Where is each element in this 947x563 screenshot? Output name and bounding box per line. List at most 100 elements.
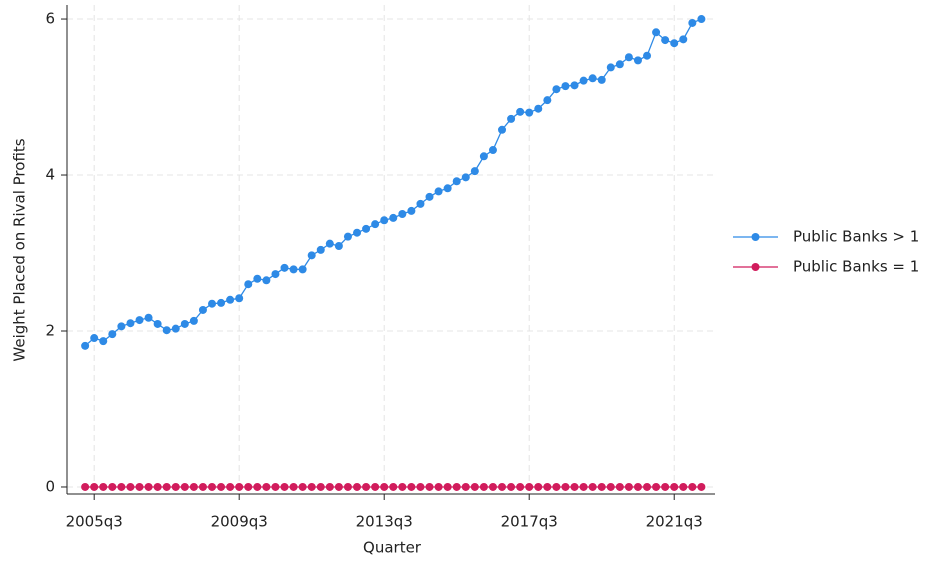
- data-point: [208, 299, 217, 308]
- data-point: [99, 482, 108, 491]
- data-point: [525, 482, 534, 491]
- data-point: [380, 482, 389, 491]
- data-point: [253, 482, 262, 491]
- data-point: [280, 482, 289, 491]
- data-point: [507, 482, 516, 491]
- data-point: [198, 482, 207, 491]
- data-point: [570, 482, 579, 491]
- data-point: [606, 482, 615, 491]
- y-tick-label: 0: [45, 477, 55, 495]
- data-point: [117, 322, 126, 331]
- data-point: [262, 276, 271, 285]
- data-point: [271, 270, 280, 279]
- y-tick-label: 6: [45, 10, 55, 28]
- data-point: [180, 482, 189, 491]
- x-tick-label: 2013q3: [356, 513, 413, 531]
- data-point: [624, 482, 633, 491]
- data-point: [561, 82, 570, 91]
- data-point: [316, 245, 325, 254]
- data-point: [579, 76, 588, 85]
- x-tick-label: 2017q3: [501, 513, 558, 531]
- data-point: [615, 60, 624, 69]
- data-point: [552, 85, 561, 94]
- data-point: [452, 177, 461, 186]
- data-point: [171, 324, 180, 333]
- data-point: [362, 224, 371, 233]
- data-point: [316, 482, 325, 491]
- data-point: [189, 482, 198, 491]
- data-point: [325, 239, 334, 248]
- data-point: [380, 216, 389, 225]
- data-point: [652, 482, 661, 491]
- data-point: [389, 482, 398, 491]
- data-point: [343, 482, 352, 491]
- data-point: [498, 125, 507, 134]
- data-point: [534, 482, 543, 491]
- x-tick-label: 2005q3: [66, 513, 123, 531]
- data-point: [434, 482, 443, 491]
- y-axis-label: Weight Placed on Rival Profits: [11, 138, 29, 361]
- data-point: [208, 482, 217, 491]
- legend-marker: [751, 233, 760, 241]
- data-point: [452, 482, 461, 491]
- data-point: [289, 265, 298, 274]
- data-point: [90, 482, 99, 491]
- data-point: [198, 305, 207, 314]
- data-point: [307, 482, 316, 491]
- data-point: [389, 213, 398, 222]
- data-point: [679, 35, 688, 44]
- data-point: [334, 241, 343, 250]
- data-point: [307, 251, 316, 260]
- legend-label: Public Banks > 1: [793, 228, 919, 246]
- data-point: [633, 56, 642, 65]
- data-point: [189, 316, 198, 325]
- data-point: [670, 482, 679, 491]
- data-point: [271, 482, 280, 491]
- data-point: [217, 298, 226, 307]
- data-point: [534, 104, 543, 113]
- data-point: [144, 482, 153, 491]
- data-point: [461, 482, 470, 491]
- data-point: [398, 482, 407, 491]
- data-point: [235, 482, 244, 491]
- data-point: [633, 482, 642, 491]
- data-point: [289, 482, 298, 491]
- data-point: [226, 295, 235, 304]
- data-point: [180, 319, 189, 328]
- data-point: [117, 482, 126, 491]
- data-point: [470, 482, 479, 491]
- data-point: [407, 206, 416, 215]
- data-point: [425, 192, 434, 201]
- data-point: [371, 482, 380, 491]
- data-point: [507, 114, 516, 123]
- data-point: [81, 482, 90, 491]
- data-point: [371, 220, 380, 229]
- legend-marker: [751, 263, 760, 271]
- y-tick-label: 2: [45, 322, 55, 340]
- y-tick-label: 4: [45, 166, 55, 184]
- data-point: [280, 263, 289, 272]
- data-point: [434, 187, 443, 196]
- data-point: [416, 482, 425, 491]
- data-point: [643, 51, 652, 60]
- data-point: [525, 108, 534, 117]
- data-point: [108, 482, 117, 491]
- data-point: [407, 482, 416, 491]
- data-point: [597, 75, 606, 84]
- data-point: [479, 482, 488, 491]
- data-point: [470, 167, 479, 176]
- data-point: [543, 482, 552, 491]
- data-point: [298, 265, 307, 274]
- data-point: [688, 482, 697, 491]
- data-point: [643, 482, 652, 491]
- data-point: [171, 482, 180, 491]
- data-point: [81, 341, 90, 350]
- data-point: [90, 334, 99, 343]
- data-point: [244, 482, 253, 491]
- data-point: [398, 210, 407, 219]
- data-point: [516, 482, 525, 491]
- data-point: [425, 482, 434, 491]
- data-point: [588, 74, 597, 83]
- data-point: [588, 482, 597, 491]
- data-point: [244, 280, 253, 289]
